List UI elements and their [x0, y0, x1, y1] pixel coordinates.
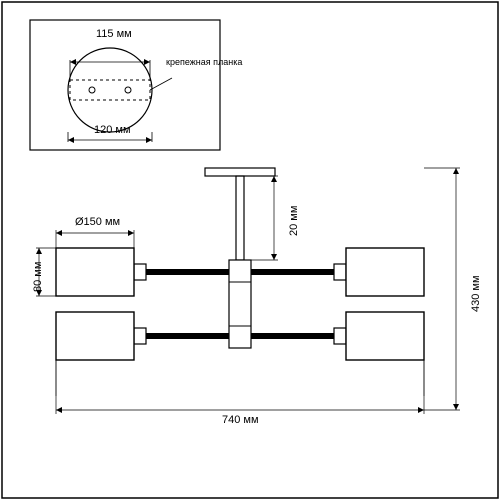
label-plate-width: 115 мм [96, 28, 132, 40]
shade-2 [346, 248, 424, 296]
label-total-h: 430 мм [470, 275, 482, 312]
label-total-w: 740 мм [222, 414, 259, 426]
shade-3 [56, 312, 134, 360]
shade-4 [346, 312, 424, 360]
shade-1 [56, 248, 134, 296]
label-shade-dia: Ø150 мм [75, 216, 120, 228]
label-shade-h: 80 мм [32, 262, 44, 292]
label-base-dia: 120 мм [94, 124, 131, 136]
label-stem-gap: 20 мм [288, 206, 300, 236]
hub [229, 260, 251, 348]
diagram-canvas: 115 мм крепежная планка 120 мм 20 мм Ø15… [0, 0, 500, 500]
label-plate-name: крепежная планка [166, 58, 242, 67]
